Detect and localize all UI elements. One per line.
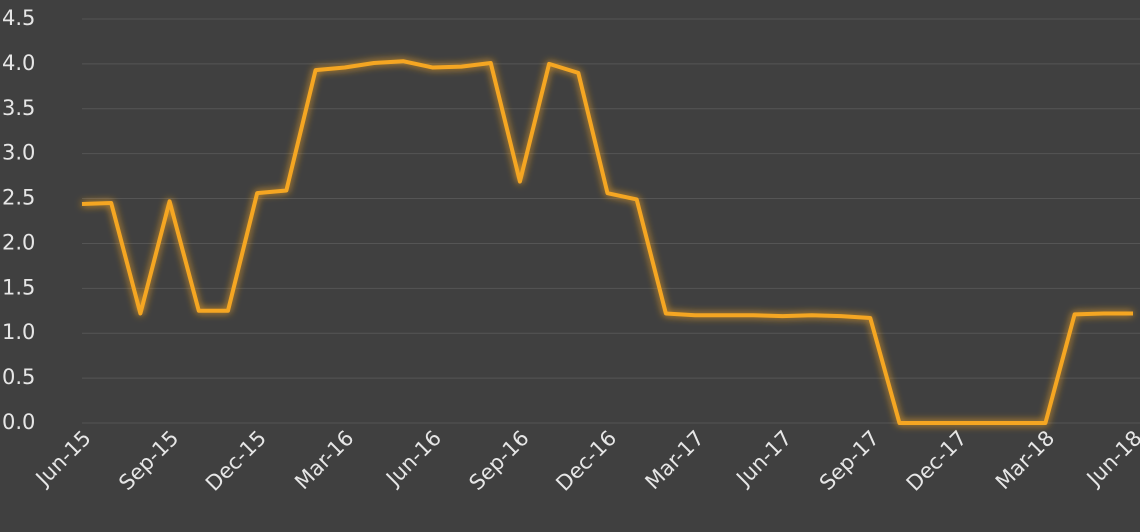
x-tick-label: Sep-15	[114, 426, 183, 495]
x-tick-label: Mar-16	[290, 426, 358, 494]
x-tick-label: Jun-16	[380, 426, 446, 492]
x-tick-label: Sep-16	[464, 426, 533, 495]
line	[81, 59, 1133, 425]
y-tick-label: 0.0	[2, 410, 35, 434]
x-tick-label: Dec-16	[551, 426, 621, 496]
y-tick-label: 1.5	[2, 275, 35, 299]
x-tick-label: Jun-15	[30, 426, 96, 492]
y-tick-label: 1.0	[2, 320, 35, 344]
x-tick-label: Dec-17	[902, 426, 972, 496]
y-tick-label: 2.0	[2, 230, 35, 254]
y-tick-label: 2.5	[2, 186, 35, 210]
y-tick-label: 3.0	[2, 141, 35, 165]
y-tick-label: 4.5	[2, 6, 35, 30]
y-tick-label: 0.5	[2, 365, 35, 389]
y-tick-label: 4.0	[2, 51, 35, 75]
x-tick-label: Mar-17	[641, 426, 709, 494]
x-tick-label: Jun-17	[731, 426, 797, 492]
x-tick-label: Jun-18	[1081, 426, 1140, 492]
x-tick-label: Sep-17	[815, 426, 884, 495]
x-tick-label: Dec-15	[201, 426, 271, 496]
x-tick-label: Mar-18	[991, 426, 1059, 494]
y-tick-label: 3.5	[2, 96, 35, 120]
